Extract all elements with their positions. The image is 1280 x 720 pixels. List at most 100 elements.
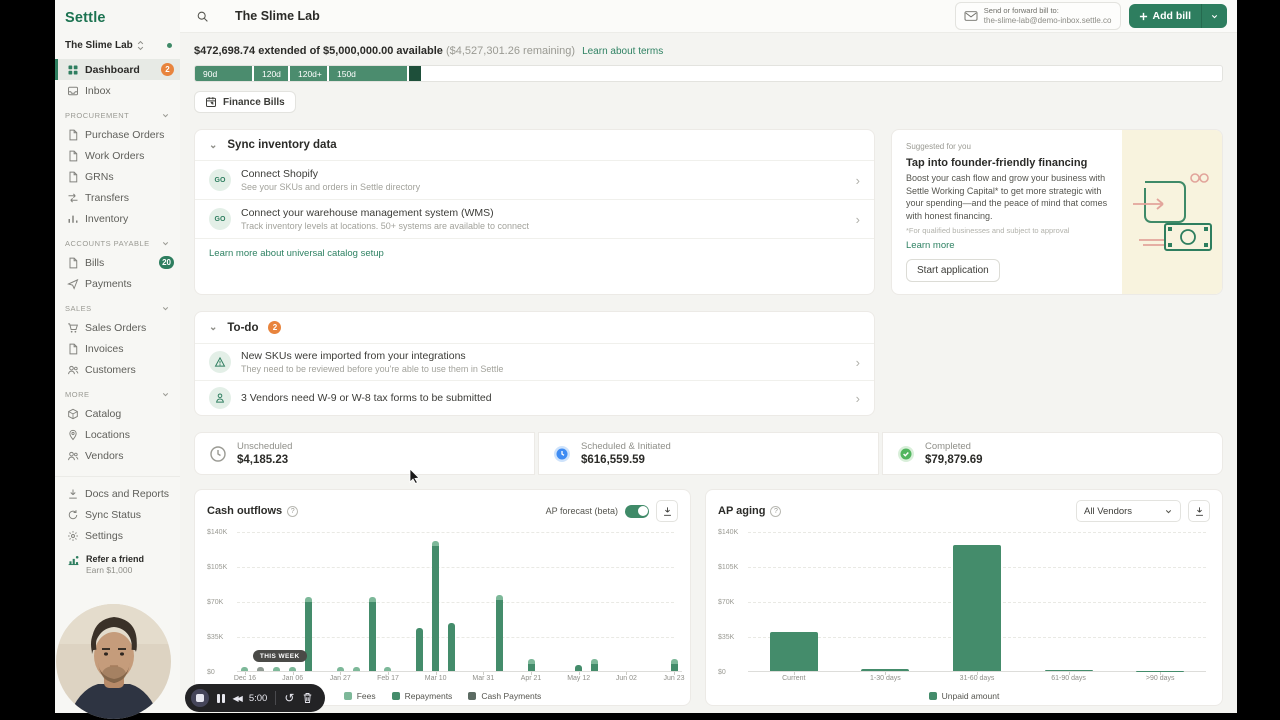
sidebar-item-invoices[interactable]: Invoices bbox=[55, 338, 180, 359]
status-amount: $4,185.23 bbox=[237, 454, 289, 467]
universal-catalog-link[interactable]: Learn more about universal catalog setup bbox=[209, 248, 384, 259]
search-icon[interactable] bbox=[196, 10, 209, 23]
sidebar-item-sales-orders[interactable]: Sales Orders bbox=[55, 317, 180, 338]
x-axis-label: Jun 23 bbox=[663, 675, 685, 683]
sidebar-item-inventory[interactable]: Inventory bbox=[55, 208, 180, 229]
restart-recording-button[interactable]: ↺ bbox=[284, 691, 295, 705]
start-application-button[interactable]: Start application bbox=[906, 259, 1000, 283]
credit-amounts: $472,698.74 extended of $5,000,000.00 av… bbox=[194, 45, 443, 57]
sidebar-section-procurement[interactable]: PROCUREMENT bbox=[55, 101, 180, 124]
sync-row-1[interactable]: GO Connect your warehouse management syst… bbox=[195, 200, 874, 239]
y-axis-label: $105K bbox=[718, 564, 739, 572]
ap-forecast-toggle[interactable] bbox=[625, 504, 649, 518]
chevron-down-icon bbox=[162, 393, 169, 397]
chevron-down-icon bbox=[1211, 14, 1218, 18]
download-icon bbox=[69, 489, 77, 499]
sidebar-item-catalog[interactable]: Catalog bbox=[55, 403, 180, 424]
vendor-filter-dropdown[interactable]: All Vendors bbox=[1076, 500, 1181, 523]
chart-legend: Unpaid amount bbox=[718, 691, 1210, 701]
info-icon[interactable]: ? bbox=[770, 505, 782, 517]
sync-row-title: Connect your warehouse management system… bbox=[241, 207, 494, 219]
learn-about-terms-link[interactable]: Learn about terms bbox=[582, 46, 664, 57]
credit-term-segment-150d[interactable]: 150d bbox=[329, 66, 407, 81]
chart-title: Cash outflows bbox=[207, 505, 283, 518]
outflow-bar-week-18 bbox=[527, 659, 535, 672]
sidebar-item-dashboard[interactable]: Dashboard 2 bbox=[55, 59, 180, 80]
rewind-button[interactable]: ◀◀ bbox=[232, 693, 243, 703]
workspace-switcher[interactable]: The Slime Lab bbox=[55, 36, 180, 59]
legend-item-repayments: Repayments bbox=[391, 691, 452, 701]
sidebar-item-vendors[interactable]: Vendors bbox=[55, 445, 180, 466]
financing-illustration bbox=[1122, 130, 1222, 295]
section-label: ACCOUNTS PAYABLE bbox=[65, 239, 150, 248]
status-amount: $79,879.69 bbox=[925, 454, 983, 467]
integration-icon: GO bbox=[209, 208, 231, 230]
todo-row-1[interactable]: 3 Vendors need W-9 or W-8 tax forms to b… bbox=[195, 381, 874, 415]
sidebar-section-sales[interactable]: SALES bbox=[55, 294, 180, 317]
sidebar-item-work-orders[interactable]: Work Orders bbox=[55, 145, 180, 166]
download-chart-button[interactable] bbox=[656, 500, 678, 523]
outflow-bar-week-8 bbox=[368, 597, 376, 672]
refer-a-friend[interactable]: Refer a friend Earn $1,000 bbox=[55, 546, 180, 579]
sync-card-header[interactable]: ⌄ Sync inventory data bbox=[195, 130, 874, 161]
sidebar-item-label: Payments bbox=[85, 277, 132, 290]
box-icon bbox=[68, 408, 78, 419]
sidebar-section-accounts-payable[interactable]: ACCOUNTS PAYABLE bbox=[55, 229, 180, 252]
forward-bill-box[interactable]: Send or forward bill to: the-slime-lab@d… bbox=[954, 2, 1121, 30]
sidebar-item-label: GRNs bbox=[85, 170, 114, 183]
finance-bills-button[interactable]: Finance Bills bbox=[194, 91, 296, 113]
finance-calendar-icon bbox=[206, 97, 216, 107]
download-chart-button[interactable] bbox=[1188, 500, 1210, 523]
chart-header: Cash outflows? AP forecast (beta) bbox=[207, 500, 678, 523]
sidebar-section-more[interactable]: MORE bbox=[55, 380, 180, 403]
delete-recording-button[interactable] bbox=[302, 692, 313, 704]
chevron-right-icon: › bbox=[855, 211, 860, 227]
sidebar-item-bills[interactable]: Bills 20 bbox=[55, 252, 180, 273]
pin-icon bbox=[69, 429, 77, 440]
collapse-chevron-icon: ⌄ bbox=[209, 139, 218, 151]
learn-more-link[interactable]: Learn more bbox=[906, 240, 955, 252]
x-axis-label: Feb 17 bbox=[377, 675, 399, 683]
info-icon[interactable]: ? bbox=[287, 505, 299, 517]
sidebar-item-docs-and-reports[interactable]: Docs and Reports bbox=[55, 483, 180, 504]
outflow-bar-week-16 bbox=[495, 595, 503, 672]
doc-icon bbox=[69, 343, 78, 354]
todo-row-0[interactable]: New SKUs were imported from your integra… bbox=[195, 344, 874, 382]
forward-bill-email: the-slime-lab@demo-inbox.settle.co bbox=[983, 15, 1112, 25]
sync-row-subtitle: Track inventory levels at locations. 50+… bbox=[241, 221, 530, 231]
stop-recording-button[interactable] bbox=[191, 689, 209, 707]
add-bill-dropdown-button[interactable] bbox=[1201, 4, 1227, 28]
outflow-bar-week-6 bbox=[336, 667, 344, 672]
sync-row-subtitle: See your SKUs and orders in Settle direc… bbox=[241, 182, 421, 192]
credit-term-segment-120d[interactable]: 120d bbox=[254, 66, 288, 81]
sidebar-item-settings[interactable]: Settings bbox=[55, 525, 180, 546]
x-axis-label: Apr 21 bbox=[520, 675, 542, 683]
sync-row-0[interactable]: GO Connect Shopify See your SKUs and order… bbox=[195, 161, 874, 200]
settle-logo[interactable]: Settle bbox=[65, 10, 106, 26]
plot bbox=[237, 532, 682, 673]
sidebar-item-transfers[interactable]: Transfers bbox=[55, 187, 180, 208]
legend-item-unpaid: Unpaid amount bbox=[928, 691, 999, 701]
sidebar-item-sync-status[interactable]: Sync Status bbox=[55, 504, 180, 525]
x-axis-tick bbox=[793, 672, 795, 676]
aging-bar-4 bbox=[1136, 670, 1185, 672]
outflow-bar-week-22 bbox=[591, 659, 599, 672]
add-bill-button[interactable]: Add bill bbox=[1128, 4, 1201, 28]
credit-term-segment-90d[interactable]: 90d bbox=[195, 66, 252, 81]
ap-forecast-label: AP forecast (beta) bbox=[545, 506, 618, 517]
sidebar-item-purchase-orders[interactable]: Purchase Orders bbox=[55, 124, 180, 145]
webcam-bubble[interactable] bbox=[56, 604, 171, 719]
credit-term-segment-120d+[interactable]: 120d+ bbox=[290, 66, 327, 81]
sidebar-item-grns[interactable]: GRNs bbox=[55, 166, 180, 187]
todo-count-badge: 2 bbox=[268, 321, 282, 335]
top-bar: The Slime Lab Send or forward bill to: t… bbox=[180, 0, 1237, 33]
x-axis-label: Jan 27 bbox=[329, 675, 351, 683]
todo-card-header[interactable]: ⌄ To-do 2 bbox=[195, 312, 874, 345]
sidebar-item-locations[interactable]: Locations bbox=[55, 424, 180, 445]
sidebar-item-inbox[interactable]: Inbox bbox=[55, 80, 180, 101]
sidebar-item-customers[interactable]: Customers bbox=[55, 359, 180, 380]
sync-card-title: Sync inventory data bbox=[227, 139, 337, 151]
pause-recording-button[interactable] bbox=[217, 693, 225, 703]
sidebar-item-payments[interactable]: Payments bbox=[55, 273, 180, 294]
x-axis-tick bbox=[626, 672, 628, 676]
